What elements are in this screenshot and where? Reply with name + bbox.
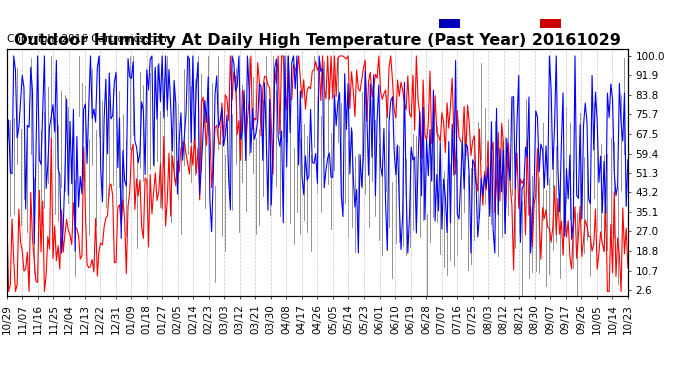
Text: Copyright 2016 Cartronics.com: Copyright 2016 Cartronics.com: [7, 34, 170, 44]
Legend: Humidity (%), Temp (°F): Humidity (%), Temp (°F): [437, 17, 622, 31]
Title: Outdoor Humidity At Daily High Temperature (Past Year) 20161029: Outdoor Humidity At Daily High Temperatu…: [14, 33, 621, 48]
